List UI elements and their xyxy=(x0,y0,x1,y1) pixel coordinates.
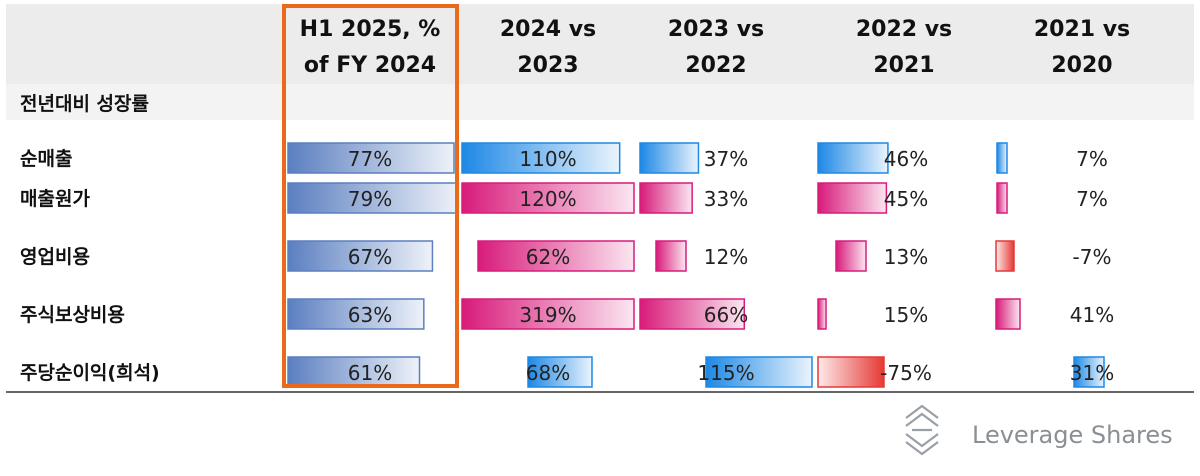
value-label: 62% xyxy=(526,245,570,269)
bar xyxy=(835,240,867,272)
value-label: 41% xyxy=(1070,303,1114,327)
column-header-line2: 2023 xyxy=(517,53,578,78)
bar xyxy=(527,356,593,388)
value-label: 79% xyxy=(348,187,392,211)
value-label: 115% xyxy=(697,361,754,385)
bar xyxy=(995,298,1021,330)
value-label: 120% xyxy=(519,187,576,211)
column-header-line1: 2023 vs xyxy=(668,17,764,42)
value-label: 68% xyxy=(526,361,570,385)
value-label: 63% xyxy=(348,303,392,327)
bar xyxy=(996,142,1008,174)
value-label: 7% xyxy=(1076,147,1108,171)
section-label: 전년대비 성장률 xyxy=(20,93,149,115)
bar xyxy=(817,182,888,214)
bar xyxy=(639,142,700,174)
value-label: 31% xyxy=(1070,361,1114,385)
value-label: 33% xyxy=(704,187,748,211)
highlight-column-border xyxy=(282,4,459,388)
value-label: -7% xyxy=(1073,245,1112,269)
value-label: 110% xyxy=(519,147,576,171)
bar xyxy=(287,298,425,330)
section-band xyxy=(6,84,1194,120)
bar xyxy=(461,298,635,330)
bar xyxy=(817,298,827,330)
column-header-line2: 2021 xyxy=(873,53,934,78)
value-label: 67% xyxy=(348,245,392,269)
brand-name: Leverage Shares xyxy=(972,421,1173,449)
value-label: 45% xyxy=(884,187,928,211)
header-background xyxy=(6,4,1194,84)
bar xyxy=(461,182,635,214)
data-bars xyxy=(287,142,1105,388)
row-label: 주당순이익(희석) xyxy=(20,362,160,384)
row-label: 주식보상비용 xyxy=(20,304,125,326)
bar xyxy=(995,240,1015,272)
column-header-line2: 2022 xyxy=(685,53,746,78)
value-label: 61% xyxy=(348,361,392,385)
brand-logo xyxy=(905,404,939,456)
value-label: -75% xyxy=(880,361,932,385)
value-label: 46% xyxy=(884,147,928,171)
bar xyxy=(639,182,693,214)
bar xyxy=(1073,356,1105,388)
column-header-line1: 2024 vs xyxy=(500,17,596,42)
row-label: 영업비용 xyxy=(20,246,90,268)
value-label: 77% xyxy=(348,147,392,171)
bar xyxy=(477,240,635,272)
bar xyxy=(287,142,455,174)
bar xyxy=(461,142,621,174)
bar xyxy=(996,182,1008,214)
bar xyxy=(705,356,813,388)
column-header-line1: 2022 vs xyxy=(856,17,952,42)
column-header-line1: 2021 vs xyxy=(1034,17,1130,42)
value-label: 319% xyxy=(519,303,576,327)
bar xyxy=(287,240,434,272)
row-label: 매출원가 xyxy=(20,188,90,210)
bar xyxy=(287,356,421,388)
brand-logo-icon xyxy=(905,404,939,456)
bar xyxy=(639,298,746,330)
column-headers: H1 2025, % of FY 2024 2024 vs 2023 2023 vs 20… xyxy=(300,17,1131,78)
value-label: 7% xyxy=(1076,187,1108,211)
column-header-line2: of FY 2024 xyxy=(304,53,436,78)
value-label: 37% xyxy=(704,147,748,171)
bar xyxy=(817,142,889,174)
column-header-line2: 2020 xyxy=(1051,53,1112,78)
column-header-line1: H1 2025, % xyxy=(300,17,441,42)
value-label: 15% xyxy=(884,303,928,327)
bar xyxy=(655,240,687,272)
value-label: 13% xyxy=(884,245,928,269)
bar xyxy=(817,356,885,388)
value-label: 66% xyxy=(704,303,748,327)
row-label: 순매출 xyxy=(20,148,72,170)
value-label: 12% xyxy=(704,245,748,269)
value-labels: 77% 110% 37% 46% 7% 79% 120% 33% 45% 7% 67% 62% 12% 1… xyxy=(348,147,1114,385)
